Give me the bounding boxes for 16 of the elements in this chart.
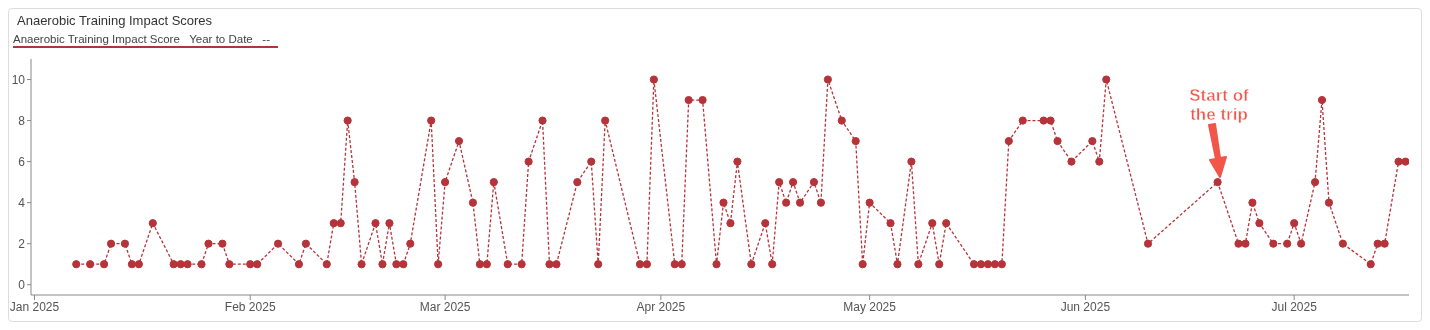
y-tick-label: 6: [18, 154, 26, 169]
chart-title: Anaerobic Training Impact Scores: [17, 12, 214, 29]
chart-subtitle: Anaerobic Training Impact Score Year to Date --: [13, 33, 278, 48]
x-tick-label: Apr 2025: [636, 299, 686, 314]
x-tick-label: Jan 2025: [9, 299, 60, 314]
y-tick-label: 10: [11, 72, 26, 87]
y-tick-label: 0: [18, 278, 26, 292]
y-tick-label: 8: [18, 113, 26, 128]
x-tick-label: Jun 2025: [1060, 299, 1111, 314]
annotation: Start of the trip: [1189, 86, 1250, 124]
x-tick-label: Mar 2025: [419, 299, 471, 314]
x-tick-label: May 2025: [843, 299, 897, 314]
y-tick-label: 2: [18, 236, 26, 251]
x-tick-label: Feb 2025: [224, 299, 276, 314]
y-tick-label: 4: [18, 195, 26, 210]
x-tick-label: Jul 2025: [1271, 299, 1318, 314]
